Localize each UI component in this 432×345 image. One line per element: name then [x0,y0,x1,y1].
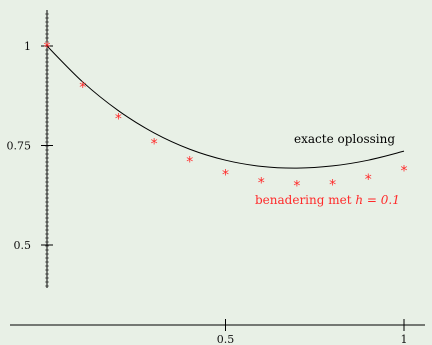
approximation-marker: * [401,163,408,179]
exact-solution-curve [46,45,405,169]
annotation-approx-prefix: benadering met [255,193,355,207]
approximation-marker: * [258,175,265,191]
y-tick-label-1: 0.75 [7,140,32,153]
axes [10,10,425,326]
approximation-marker: * [329,177,336,193]
y-tick-label-2: 0.5 [14,239,32,252]
annotation-approx-math: h = 0.1 [355,193,400,207]
annotation-approx: benadering met h = 0.1 [255,193,400,207]
approximation-marker: * [79,80,86,96]
exact-curve-layer [46,45,405,169]
x-tick-label-0: 0.5 [217,333,235,345]
approximation-marker: * [222,167,229,183]
approximation-marker: * [186,155,193,171]
ticks: 1 0.75 0.5 0.5 1 [7,40,408,345]
approximation-marker: * [151,136,158,152]
approximation-marker: * [44,40,51,56]
approximation-marker: * [365,172,372,188]
approximation-markers: * * * * * * * * * * * [44,40,408,195]
annotation-exact: exacte oplossing [294,132,395,146]
y-tick-label-0: 1 [24,40,31,53]
approximation-marker: * [115,112,122,128]
x-tick-label-1: 1 [401,333,408,345]
approximation-marker: * [293,179,300,195]
